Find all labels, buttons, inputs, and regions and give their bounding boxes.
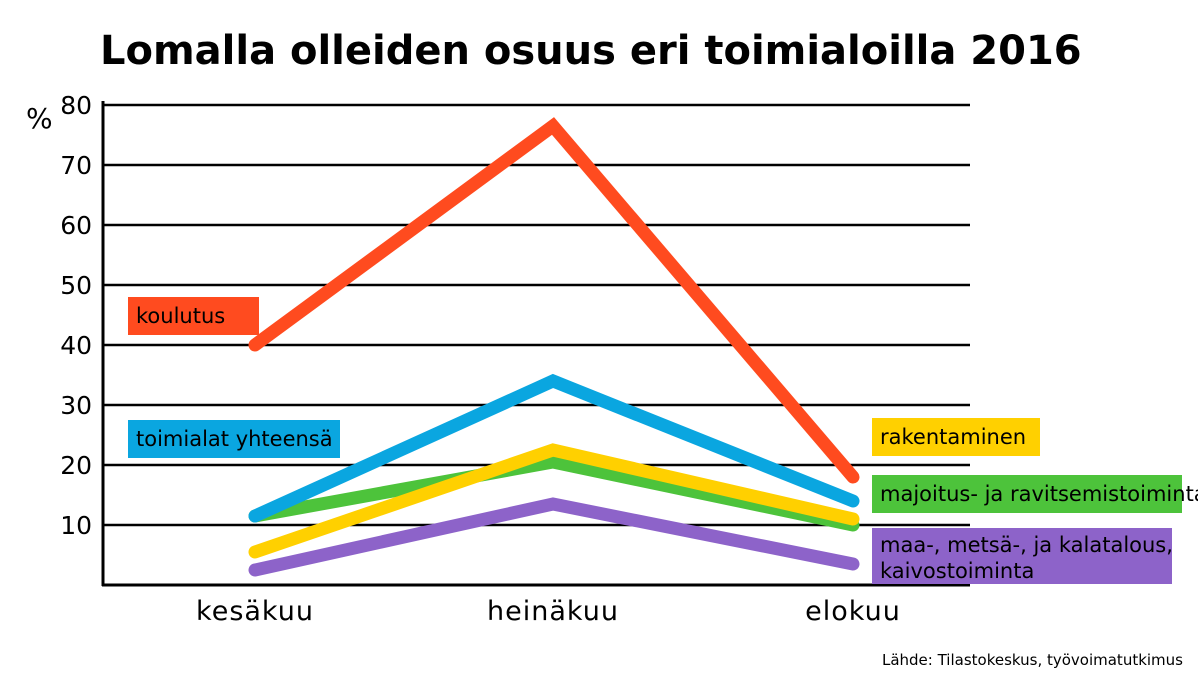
series-label-box (872, 475, 1182, 513)
y-tick-label: 60 (60, 211, 92, 240)
series-label-text: majoitus- ja ravitsemistoiminta (880, 482, 1198, 506)
x-tick-label: kesäkuu (196, 596, 314, 627)
series-label-box (128, 297, 259, 335)
y-tick-label: 70 (60, 151, 92, 180)
series-label-text: maa-, metsä-, ja kalatalous, kaivostoimin… (880, 533, 1173, 583)
y-tick-label: 40 (60, 331, 92, 360)
series-label: toimialat yhteensä (128, 420, 340, 458)
series-line (248, 443, 860, 559)
y-tick-label: 30 (60, 391, 92, 420)
series-label-text: toimialat yhteensä (136, 427, 333, 451)
series-label-box (872, 418, 1040, 456)
series-line (248, 455, 860, 532)
series-label: majoitus- ja ravitsemistoiminta (872, 475, 1198, 513)
series-line (248, 373, 860, 523)
series-label: rakentaminen (872, 418, 1040, 456)
series-line (248, 497, 860, 577)
y-tick-label: 50 (60, 271, 92, 300)
source-note: Lähde: Tilastokeskus, työvoimatutkimus (882, 651, 1183, 669)
series-label-text: rakentaminen (880, 425, 1026, 449)
series-label: maa-, metsä-, ja kalatalous, kaivostoimin… (872, 528, 1173, 584)
series-label-box (872, 528, 1172, 584)
series-label: koulutus (128, 297, 259, 335)
x-tick-label: heinäkuu (487, 596, 619, 627)
y-tick-label: 10 (60, 511, 92, 540)
y-axis-unit: % (26, 102, 53, 135)
series-label-text: koulutus (136, 304, 225, 328)
x-tick-label: elokuu (805, 596, 901, 627)
y-tick-label: 20 (60, 451, 92, 480)
series-line (248, 117, 860, 484)
series-label-box (128, 420, 340, 458)
chart-title: Lomalla olleiden osuus eri toimialoilla … (100, 28, 1082, 74)
y-tick-label: 80 (60, 91, 92, 120)
